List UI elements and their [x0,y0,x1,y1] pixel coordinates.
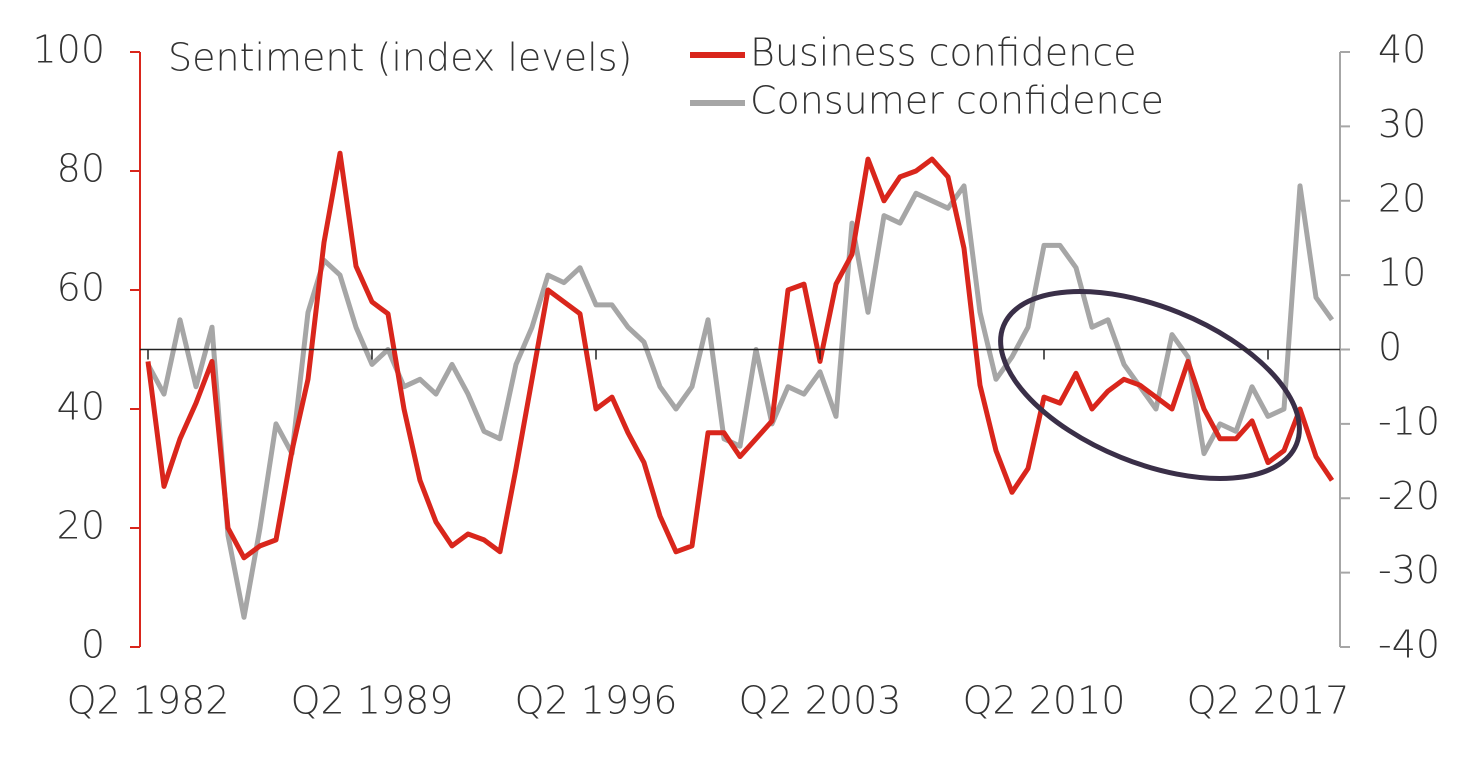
y2-tick-label: -30 [1378,548,1440,592]
y2-tick-label: 10 [1378,251,1426,295]
x-tick-label: Q2 2003 [739,679,902,723]
x-tick-label: Q2 2017 [1187,679,1350,723]
legend-label: Consumer confidence [750,79,1164,123]
annotation-ellipse [998,289,1302,481]
y2-tick-label: 30 [1378,102,1426,146]
chart-title: Sentiment (index levels) [168,36,632,80]
x-tick-label: Q2 2010 [963,679,1126,723]
y-tick-label: 40 [57,385,105,429]
y-tick-label: 100 [32,28,105,72]
y2-tick-label: 0 [1378,325,1402,369]
legend-label: Business confidence [750,31,1136,75]
y2-tick-label: 20 [1378,176,1426,220]
y2-tick-label: -10 [1378,399,1440,443]
x-tick-label: Q2 1989 [291,679,454,723]
series-line [145,150,1335,561]
y2-tick-label: -20 [1378,474,1440,518]
x-tick-label: Q2 1982 [67,679,230,723]
y-tick-label: 20 [57,504,105,548]
y-tick-label: 0 [81,623,105,667]
y2-tick-label: 40 [1378,28,1426,72]
y-tick-label: 60 [57,266,105,310]
series-line [145,183,1335,620]
y-tick-label: 80 [57,147,105,191]
x-tick-label: Q2 1996 [515,679,678,723]
y2-tick-label: -40 [1378,623,1440,667]
